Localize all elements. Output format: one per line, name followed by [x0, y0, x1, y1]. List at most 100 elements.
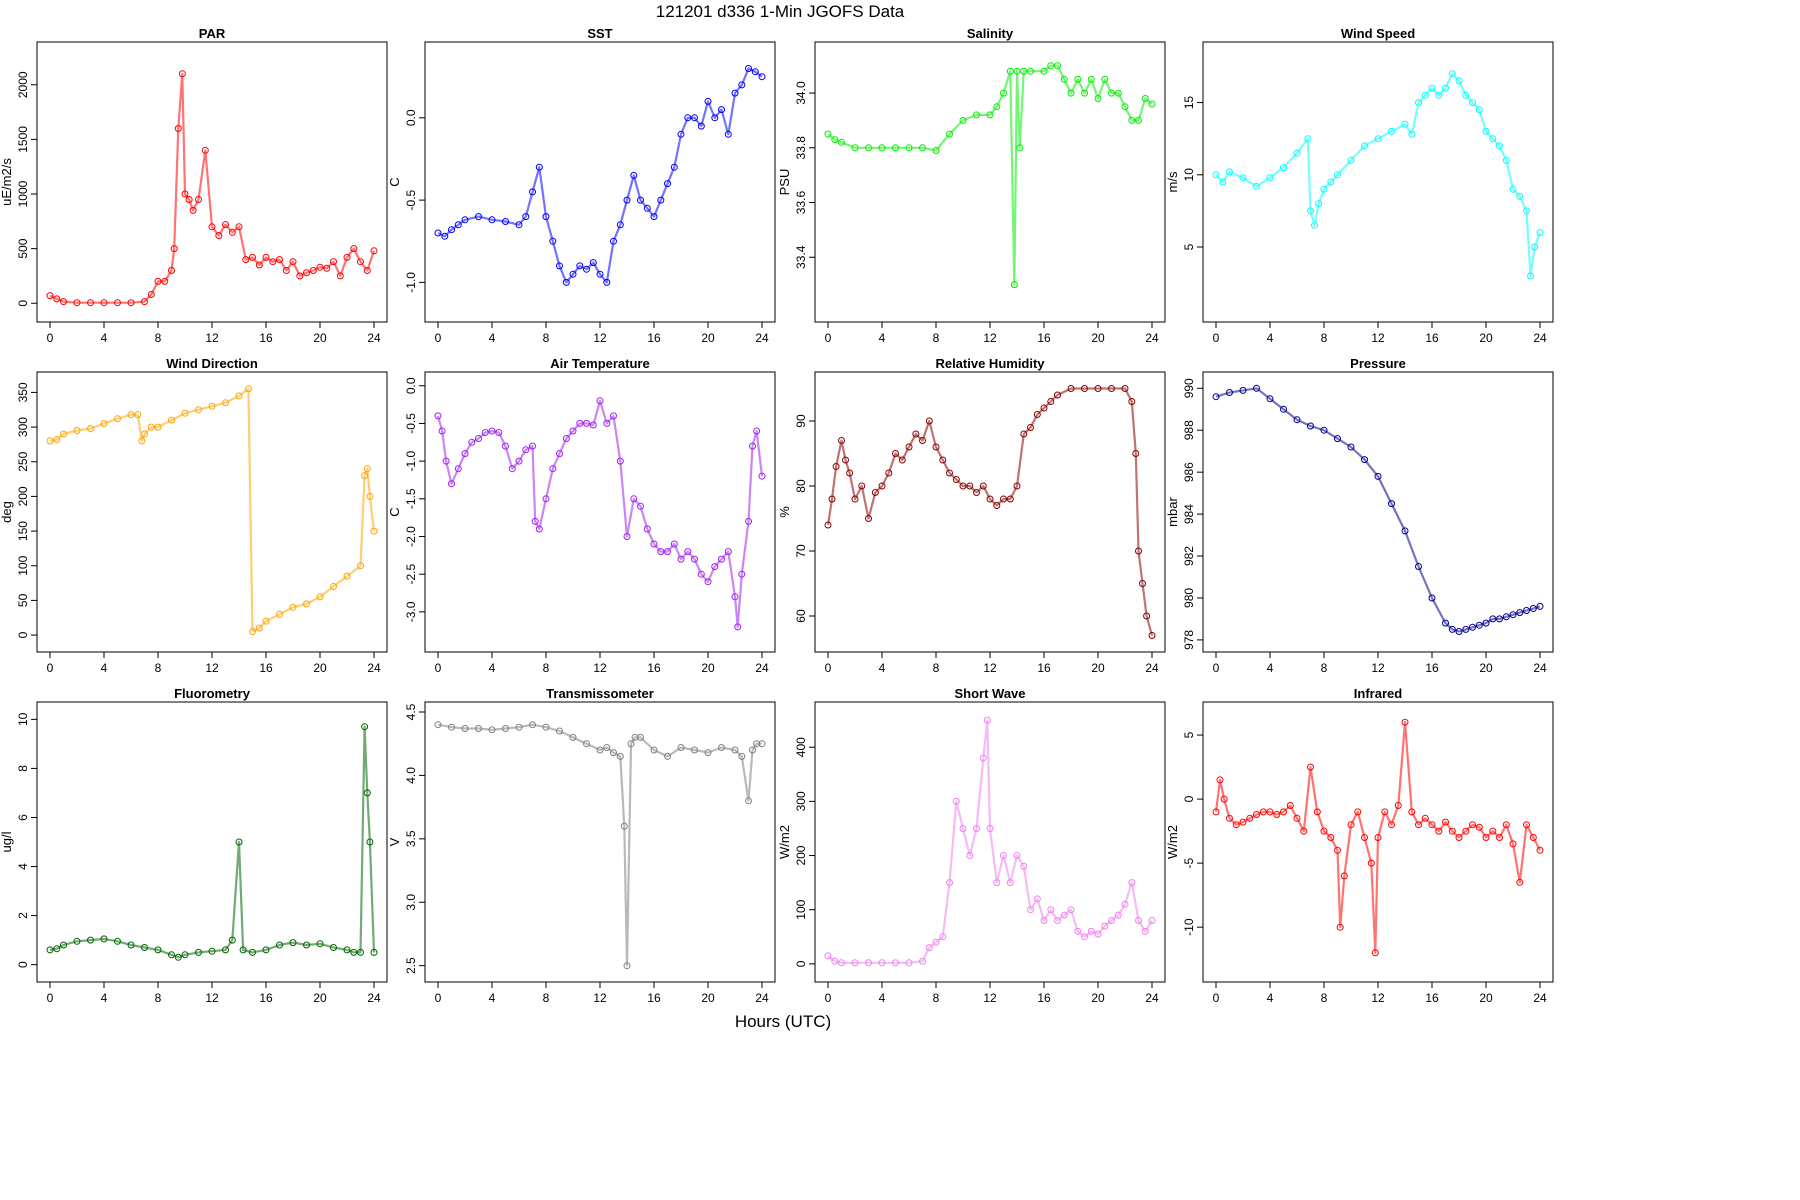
- data-point: [650, 540, 658, 548]
- x-tick-label: 0: [435, 661, 442, 675]
- y-tick-label: 10: [16, 712, 30, 726]
- data-point: [1361, 456, 1368, 464]
- x-tick-label: 8: [933, 331, 940, 345]
- panel-title: Wind Direction: [166, 356, 258, 371]
- x-tick-label: 0: [825, 661, 832, 675]
- data-point: [973, 489, 980, 496]
- data-point: [979, 482, 987, 490]
- panel-title: Infrared: [1354, 686, 1402, 701]
- data-point: [1148, 100, 1156, 108]
- data-point: [751, 68, 759, 76]
- x-tick-label: 20: [313, 991, 327, 1005]
- data-point: [824, 952, 832, 960]
- x-tick-label: 16: [647, 991, 661, 1005]
- data-point: [878, 482, 886, 490]
- data-point: [1536, 846, 1544, 854]
- data-point: [1239, 174, 1247, 182]
- y-tick-label: -0.5: [404, 189, 418, 210]
- plot-frame: [1202, 41, 1554, 323]
- x-tick-label: 0: [825, 331, 832, 345]
- y-tick-label: 2: [16, 912, 30, 919]
- y-tick-label: 3.0: [404, 894, 418, 911]
- panel-relative-humidity: Relative Humidity% 0 4 8 12 16 20 24 60 70 80 90: [777, 356, 1166, 675]
- panel-wind-direction: Wind Direction deg 0 4 8 12 16 20 24 0 50 100 150 200…: [0, 356, 388, 675]
- data-point: [932, 938, 940, 946]
- data-point: [454, 221, 462, 229]
- data-point: [1374, 135, 1382, 143]
- x-tick-label: 24: [1533, 331, 1547, 345]
- data-point: [1516, 192, 1524, 200]
- x-tick-label: 12: [593, 991, 607, 1005]
- x-tick-label: 8: [543, 331, 550, 345]
- data-point: [745, 65, 752, 72]
- data-point: [1496, 142, 1503, 150]
- y-tick-label: 0: [16, 300, 30, 307]
- data-point: [1033, 411, 1041, 418]
- y-tick-label: 6: [16, 814, 30, 821]
- x-tick-label: 0: [47, 991, 54, 1005]
- data-point: [1327, 834, 1335, 841]
- panel-title: Wind Speed: [1341, 26, 1415, 41]
- x-tick-label: 16: [647, 331, 661, 345]
- data-point: [562, 435, 570, 442]
- data-series: [824, 716, 1156, 967]
- y-axis-label: deg: [0, 501, 14, 523]
- data-point: [1148, 917, 1156, 924]
- y-tick-label: 984: [1182, 504, 1196, 524]
- y-tick-label: 300: [16, 417, 30, 437]
- data-point: [670, 540, 678, 548]
- x-tick-label: 8: [1321, 661, 1328, 675]
- data-point: [583, 265, 590, 273]
- data-series: [434, 721, 766, 970]
- panel-transmissometer: Transmissometer V 0 4 8 12 16 20 24 2.5 3.0 3.5 4.0 4…: [387, 686, 776, 1005]
- x-tick-label: 24: [755, 991, 769, 1005]
- data-point: [986, 495, 994, 503]
- data-point: [711, 563, 719, 571]
- x-tick-label: 12: [1371, 661, 1385, 675]
- y-tick-label: 15: [1182, 96, 1196, 110]
- data-point: [1428, 594, 1436, 602]
- x-tick-label: 4: [101, 331, 108, 345]
- data-trace: [1214, 721, 1541, 954]
- data-trace: [49, 725, 376, 959]
- y-tick-label: 2.5: [404, 957, 418, 974]
- data-point: [235, 392, 243, 400]
- x-tick-label: 16: [1425, 331, 1439, 345]
- data-series: [434, 65, 766, 286]
- x-tick-label: 20: [313, 661, 327, 675]
- x-tick-label: 0: [435, 331, 442, 345]
- y-axis-label: m/s: [1165, 171, 1180, 192]
- panel-sst: SST C 0 4 8 12 16 20 24 -1.0 -0.5 0.0: [387, 26, 776, 345]
- x-tick-label: 16: [1037, 661, 1051, 675]
- x-tick-label: 20: [313, 331, 327, 345]
- x-tick-label: 24: [367, 331, 381, 345]
- y-tick-label: 33.8: [794, 136, 808, 160]
- y-tick-label: 350: [16, 382, 30, 402]
- x-tick-label: 8: [155, 661, 162, 675]
- data-trace: [49, 72, 376, 304]
- data-point: [289, 258, 297, 266]
- data-series: [1212, 384, 1544, 635]
- data-point: [448, 226, 455, 234]
- y-tick-label: -1.0: [404, 450, 418, 471]
- data-point: [1415, 821, 1422, 829]
- data-point: [650, 746, 658, 754]
- y-tick-label: 60: [794, 609, 808, 623]
- x-tick-label: 4: [101, 661, 108, 675]
- data-point: [589, 259, 597, 267]
- data-point: [1067, 89, 1075, 97]
- data-point: [1266, 174, 1274, 182]
- y-tick-label: 10: [1182, 168, 1196, 182]
- data-point: [1047, 398, 1055, 405]
- x-tick-label: 24: [1533, 991, 1547, 1005]
- data-point: [1101, 922, 1109, 930]
- data-point: [343, 572, 351, 580]
- data-point: [569, 733, 577, 741]
- data-point: [276, 610, 283, 618]
- data-point: [1060, 911, 1068, 919]
- x-tick-label: 0: [47, 661, 54, 675]
- x-tick-label: 20: [1091, 991, 1105, 1005]
- y-tick-label: 5: [1182, 731, 1196, 738]
